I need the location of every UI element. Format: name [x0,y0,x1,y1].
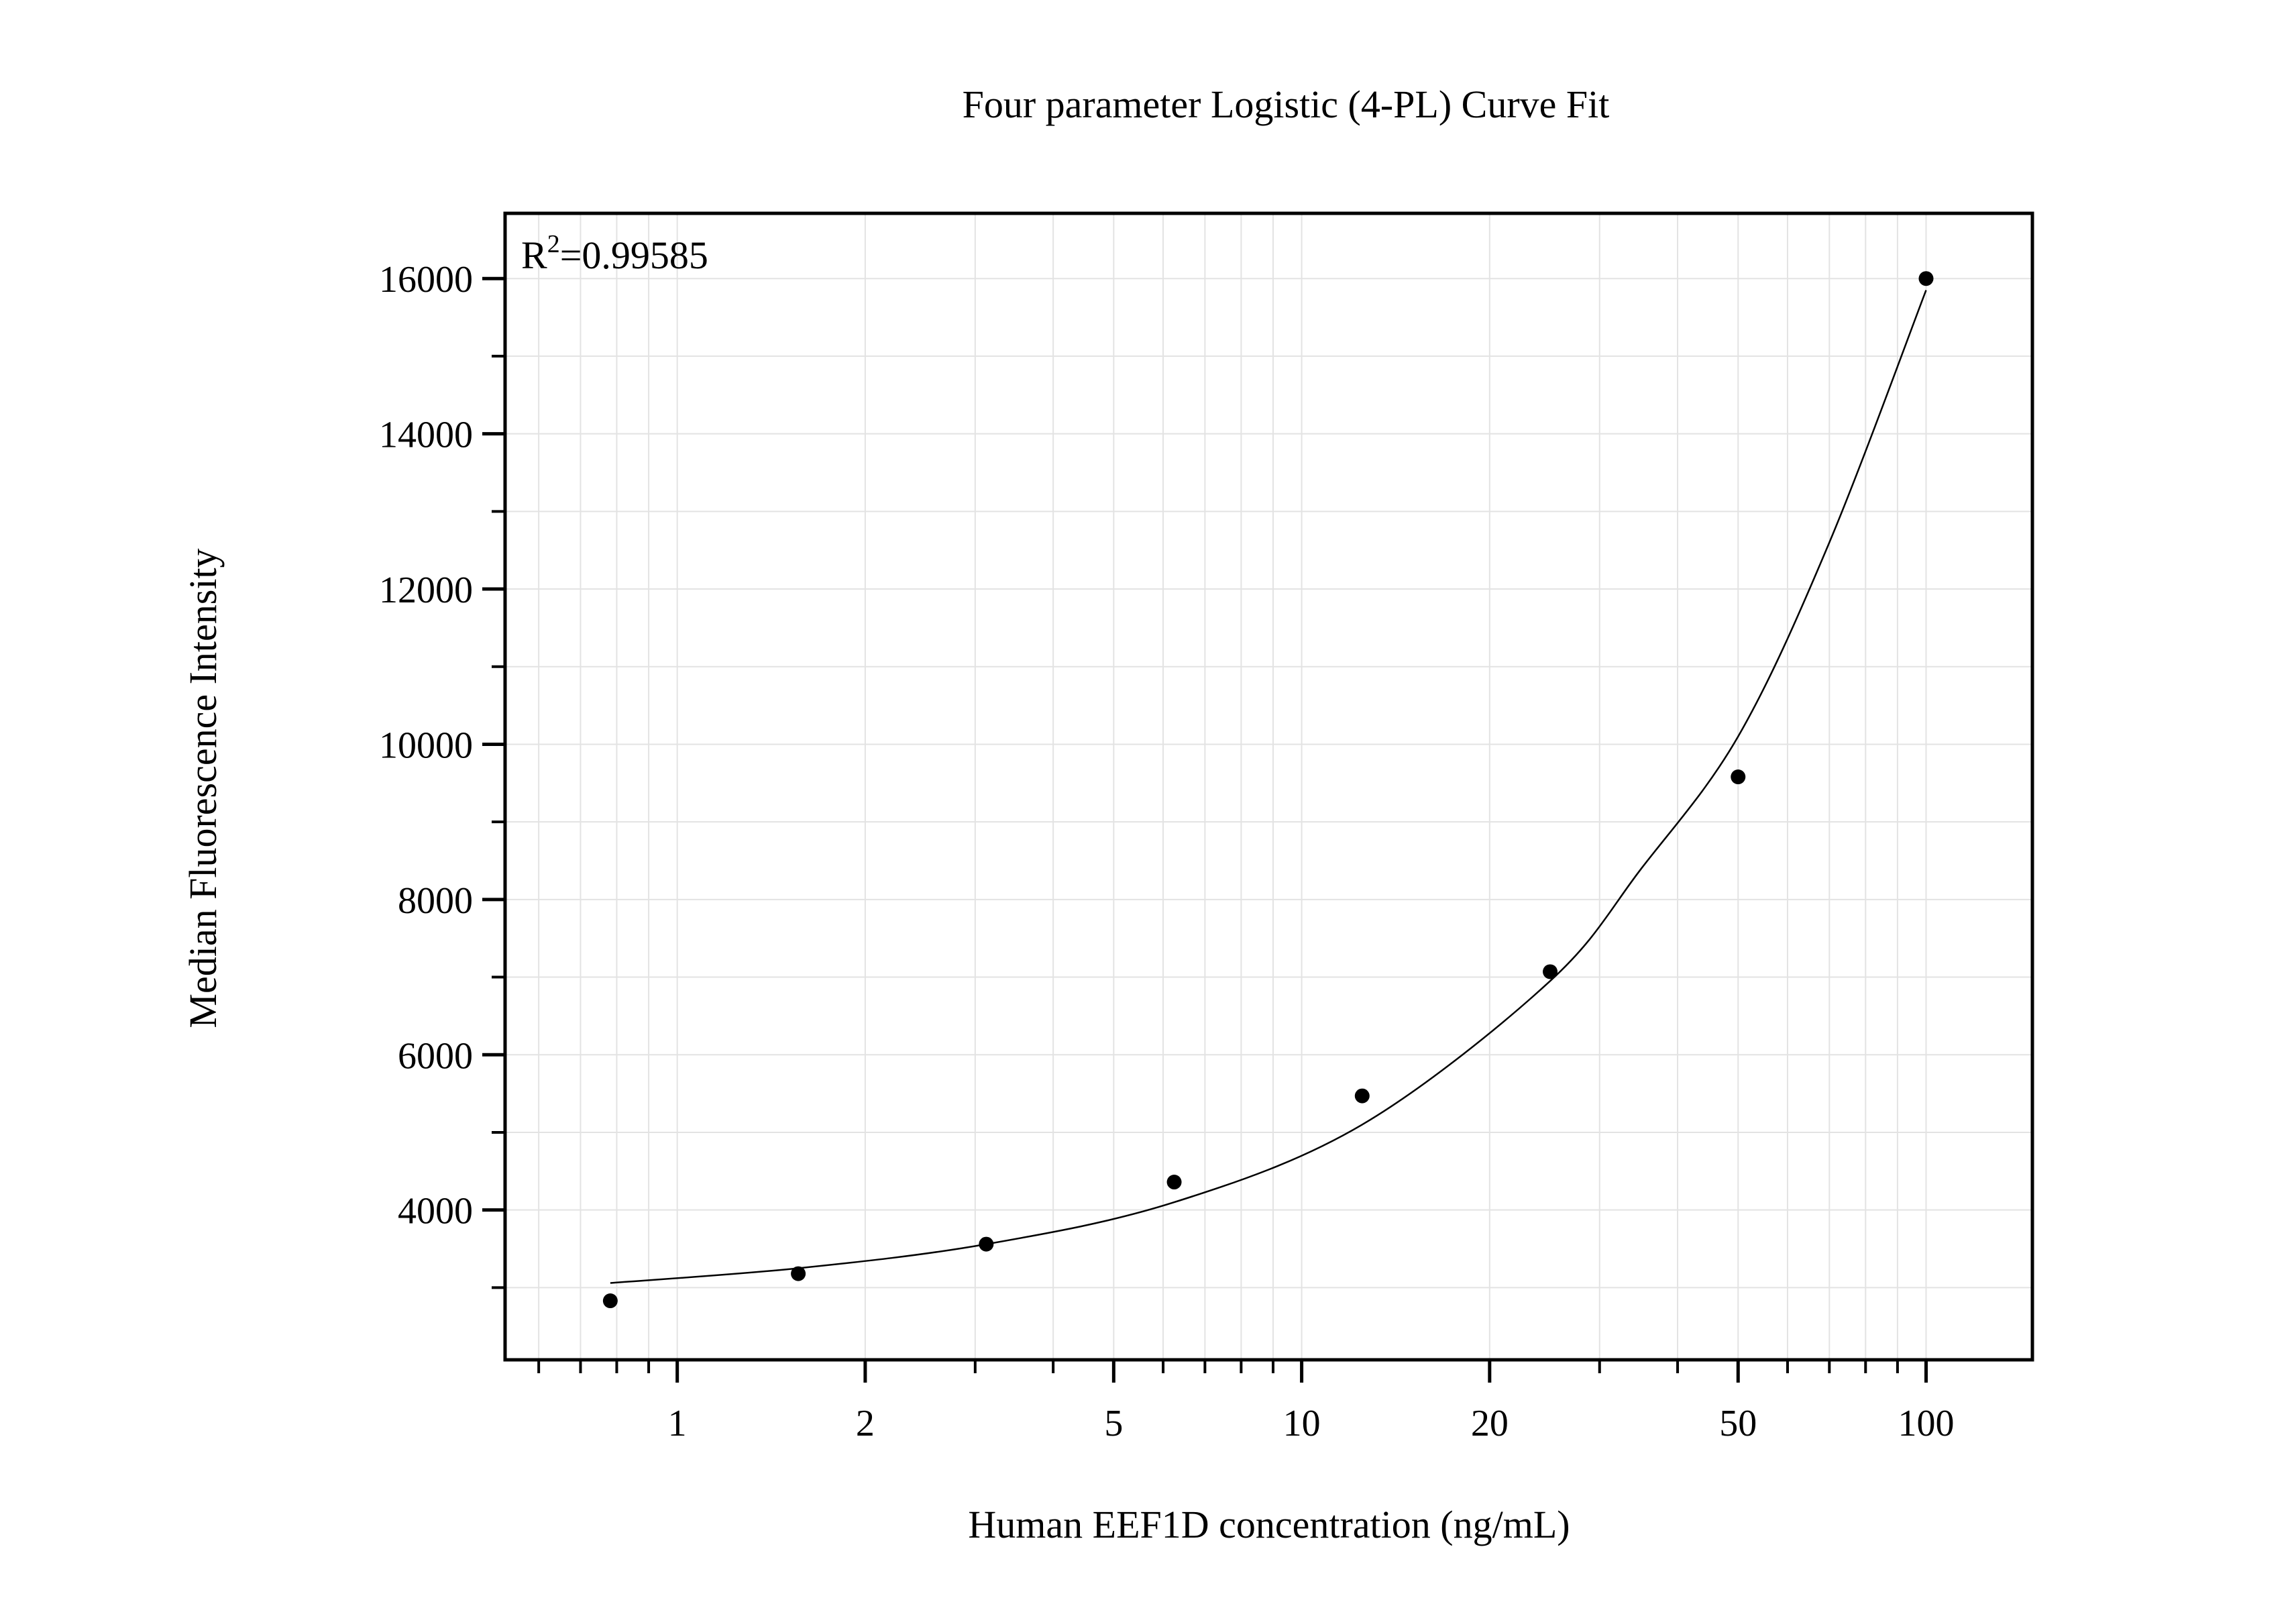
data-point [1731,769,1746,785]
y-tick-label: 12000 [379,570,473,611]
grid [505,213,2032,1360]
x-tick-labels: 1 2 5 10 20 50 100 [668,1403,1955,1444]
y-tick-label: 8000 [398,880,473,922]
y-tick-label: 10000 [379,725,473,766]
y-tick-label: 14000 [379,415,473,456]
data-point [791,1266,806,1281]
r2-superscript: 2 [547,230,560,258]
axis-ticks [482,276,1928,1383]
chart-title: Four parameter Logistic (4-PL) Curve Fit [963,83,1610,126]
data-point [1918,271,1934,286]
r2-value: =0.99585 [560,233,708,277]
x-tick-label: 1 [668,1403,687,1444]
data-point [1166,1175,1182,1190]
plot-frame [503,211,2034,1362]
x-tick-label: 100 [1898,1403,1955,1444]
x-tick-label: 20 [1471,1403,1509,1444]
y-tick-label: 16000 [379,259,473,301]
x-axis-label: Human EEF1D concentration (ng/mL) [968,1503,1570,1546]
x-tick-label: 2 [856,1403,875,1444]
x-tick-label: 10 [1283,1403,1321,1444]
data-point [1543,964,1558,979]
y-tick-label: 4000 [398,1191,473,1232]
x-tick-label: 50 [1719,1403,1757,1444]
y-tick-label: 6000 [398,1035,473,1077]
x-tick-label: 5 [1104,1403,1123,1444]
y-axis-label: Median Fluorescence Intensity [181,548,225,1028]
fit-curve-layer [610,290,1927,1284]
y-tick-labels: 4000 6000 8000 10000 12000 14000 16000 [379,259,473,1232]
data-point [602,1293,618,1309]
data-point [1354,1088,1370,1104]
data-points-layer [602,271,1934,1309]
fit-curve [610,290,1927,1284]
r2-prefix: R [521,233,547,277]
r-squared-annotation: R2=0.99585 [521,230,708,277]
data-point [979,1236,994,1252]
